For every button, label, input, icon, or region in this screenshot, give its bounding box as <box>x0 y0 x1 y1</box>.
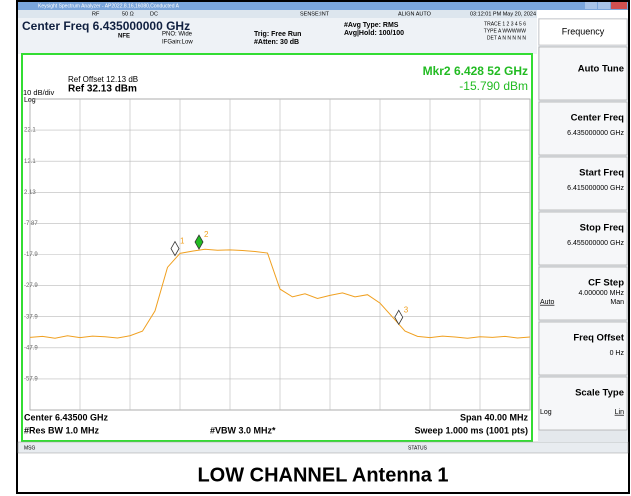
ref-level: Ref 32.13 dBm <box>68 84 137 95</box>
close-button[interactable] <box>611 2 627 9</box>
softkey-label: Stop Freq <box>580 223 625 234</box>
ifgain: IFGain:Low <box>162 40 193 46</box>
message-label: MSG <box>24 445 36 451</box>
softkey-value: 6.435000000 GHz <box>567 130 624 137</box>
y-tick-label: -37.9 <box>24 314 38 320</box>
scale: 10 dB/div <box>23 88 55 97</box>
marker-level: -15.790 dBm <box>459 79 528 93</box>
footer-span: Span 40.00 MHz <box>460 412 529 422</box>
softkey-value: 0 Hz <box>610 350 625 357</box>
status-label: STATUS <box>408 445 428 451</box>
softkey-label: Scale Type <box>575 388 624 399</box>
trace-type: TYPE A WWWWW <box>484 28 526 34</box>
footer-center: Center 6.43500 GHz <box>24 412 109 422</box>
softkey-value: 6.455000000 GHz <box>567 240 624 247</box>
softkey-value: 4.000000 MHz <box>578 290 624 297</box>
softkey[interactable] <box>538 156 628 211</box>
title-bar <box>18 2 628 10</box>
marker <box>194 234 204 250</box>
softkey[interactable] <box>538 321 628 376</box>
status-coupling: DC <box>150 11 158 17</box>
caption: LOW CHANNEL Antenna 1 <box>197 464 448 486</box>
softkey-label: Start Freq <box>579 168 624 179</box>
softkey-label: Freq Offset <box>573 333 625 344</box>
marker <box>170 240 180 257</box>
pno: PNO: Wide <box>162 32 193 38</box>
frame <box>16 0 630 494</box>
marker-label: 1 <box>180 237 185 246</box>
trace <box>29 248 531 339</box>
y-tick-label: -17.9 <box>24 252 38 258</box>
softkey-option: Auto <box>540 299 555 306</box>
softkey-option: Log <box>540 409 552 416</box>
ref-offset: Ref Offset 12.13 dB <box>68 75 138 84</box>
status-rf: RF <box>92 11 100 17</box>
softkey-menu <box>538 18 628 46</box>
marker <box>394 309 404 326</box>
nfe: NFE <box>118 34 130 40</box>
y-tick-label: -57.9 <box>24 376 38 382</box>
softkey-option: Lin <box>615 409 624 416</box>
footer-rbw: #Res BW 1.0 MHz <box>24 425 100 435</box>
softkey-label: Center Freq <box>571 113 625 124</box>
minimize-button[interactable] <box>585 2 597 9</box>
softkey[interactable] <box>538 101 628 156</box>
plot-panel <box>21 53 533 442</box>
center-freq: Center Freq 6.435000000 GHz <box>22 19 190 33</box>
maximize-button[interactable] <box>598 2 610 9</box>
softkey-menu-title: Frequency <box>562 26 605 36</box>
trace-list: TRACE 1 2 3 4 5 6 <box>484 21 526 27</box>
status-time: 03:12:01 PM May 20, 2024 <box>470 11 536 17</box>
y-tick-label: -27.9 <box>24 283 38 289</box>
status-align: ALIGN AUTO <box>398 11 432 17</box>
status-impedance: 50 Ω <box>122 11 134 17</box>
softkey[interactable] <box>538 266 628 321</box>
attenuation: #Atten: 30 dB <box>254 39 299 46</box>
message-bar <box>17 441 629 454</box>
softkey[interactable] <box>538 46 628 101</box>
softkey-label: Auto Tune <box>578 64 624 75</box>
footer-sweep: Sweep 1.000 ms (1001 pts) <box>414 425 528 435</box>
y-tick-label: -7.87 <box>24 221 38 227</box>
softkey[interactable] <box>538 376 628 431</box>
softkey-label: CF Step <box>588 278 624 289</box>
y-tick-label: -47.9 <box>24 345 38 351</box>
avg-hold: Avg|Hold: 100/100 <box>344 30 404 37</box>
footer-vbw: #VBW 3.0 MHz* <box>210 425 276 435</box>
marker-label: 2 <box>204 230 209 239</box>
status-sense: SENSE:INT <box>300 11 330 17</box>
marker-freq: Mkr2 6.428 52 GHz <box>423 64 528 78</box>
avg-type: #Avg Type: RMS <box>344 22 399 29</box>
trace-detector: DET A N N N N N <box>487 35 526 41</box>
softkey-value: 6.415000000 GHz <box>567 185 624 192</box>
window-title: Keysight Spectrum Analyzer - AP2022.8.16… <box>38 3 180 9</box>
marker-label: 3 <box>404 305 409 314</box>
status-row <box>18 10 537 18</box>
softkey[interactable] <box>538 211 628 266</box>
softkey-option: Man <box>610 299 624 306</box>
trigger: Trig: Free Run <box>254 31 301 38</box>
